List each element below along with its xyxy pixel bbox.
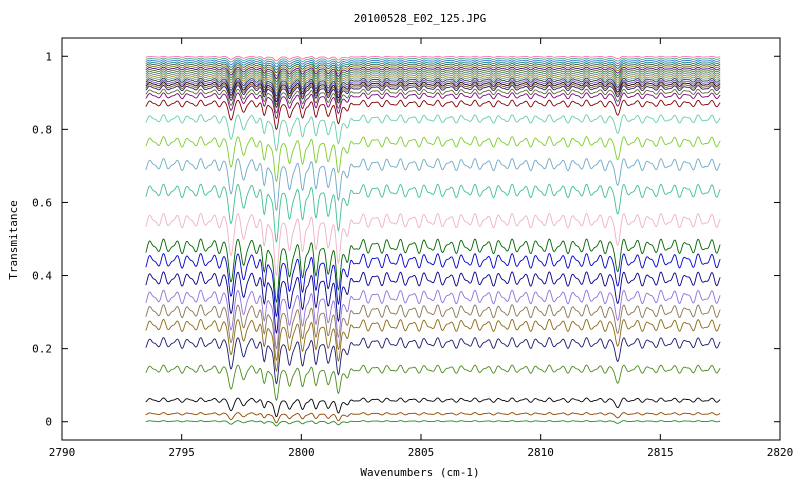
x-tick-label: 2810	[527, 446, 554, 459]
spectrum-series-line	[145, 158, 721, 212]
spectrum-series-line	[145, 238, 721, 304]
spectrum-series-line	[145, 88, 721, 114]
x-tick-label: 2805	[408, 446, 435, 459]
x-tick-label: 2790	[49, 446, 76, 459]
y-tick-label: 0.6	[32, 196, 52, 209]
y-tick-label: 0.8	[32, 123, 52, 136]
spectrum-series-line	[145, 68, 721, 82]
spectrum-series-line	[145, 57, 721, 65]
spectrum-series-line	[145, 318, 721, 373]
spectrum-series-line	[145, 77, 721, 97]
spectrum-series-line	[145, 412, 721, 424]
spectrum-series-line	[145, 81, 721, 103]
y-tick-label: 0	[45, 416, 52, 429]
spectrum-series-line	[145, 70, 721, 85]
y-tick-label: 0.4	[32, 270, 52, 283]
x-tick-label: 2795	[168, 446, 195, 459]
spectrum-series-line	[145, 83, 721, 106]
y-tick-label: 0.2	[32, 343, 52, 356]
spectrum-series-line	[145, 63, 721, 74]
series-layer	[145, 55, 721, 427]
spectrum-series-line	[145, 420, 721, 427]
spectrum-series-line	[145, 55, 721, 62]
spectrum-series-line	[145, 136, 721, 183]
y-axis-label: Transmitance	[7, 200, 20, 279]
spectrum-series-line	[145, 212, 721, 277]
x-axis-label: Wavenumbers (cm-1)	[360, 466, 479, 479]
spectrum-series-line	[145, 72, 721, 88]
spectrum-series-line	[145, 253, 721, 318]
spectrum-series-line	[145, 85, 721, 108]
x-axis-ticks: 2790 2795 2800 2805 2810 2815 2820	[49, 38, 794, 459]
spectrum-series-line	[145, 74, 721, 91]
spectrum-series-line	[145, 79, 721, 100]
spectrum-series-line	[145, 397, 721, 418]
spectrum-series-line	[145, 289, 721, 350]
spectrum-series-line	[145, 92, 721, 120]
spectrum-series-line	[145, 271, 721, 335]
chart-title: 20100528_E02_125.JPG	[354, 12, 486, 25]
y-axis-ticks: 0 0.2 0.4 0.6 0.8 1	[32, 50, 780, 429]
spectrum-series-line	[145, 66, 721, 80]
spectrum-series-line	[145, 99, 721, 131]
spectrum-series-line	[145, 64, 721, 77]
spectrum-series-line	[145, 61, 721, 71]
spectrum-series-line	[145, 59, 721, 68]
x-tick-label: 2800	[288, 446, 315, 459]
spectrum-series-line	[145, 114, 721, 152]
spectrum-series-line	[145, 75, 721, 94]
y-tick-label: 1	[45, 50, 52, 63]
spectrum-series-line	[145, 304, 721, 362]
spectrum-series-line	[145, 364, 721, 401]
x-tick-label: 2815	[647, 446, 674, 459]
plot-frame	[61, 37, 781, 441]
spectrum-series-line	[145, 183, 721, 243]
spectrum-series-line	[145, 337, 721, 385]
x-tick-label: 2820	[767, 446, 794, 459]
